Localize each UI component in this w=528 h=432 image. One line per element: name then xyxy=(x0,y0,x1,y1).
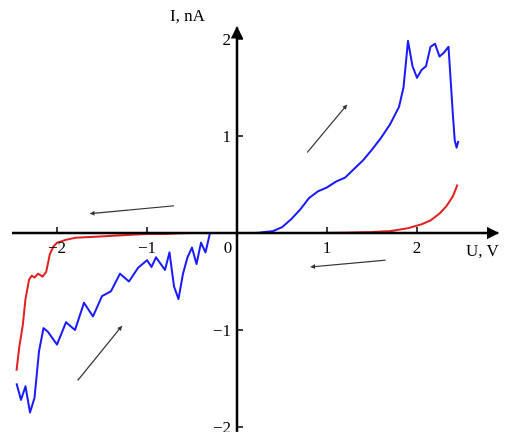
y-tick-label-1: −1 xyxy=(213,321,231,340)
x-tick-label-3: 1 xyxy=(323,238,332,257)
y-tick-label-0: −2 xyxy=(213,418,231,432)
x-tick-label-0: −2 xyxy=(48,238,66,257)
x-tick-label-4: 2 xyxy=(413,238,422,257)
series-line-0 xyxy=(15,184,459,371)
direction-arrow-1 xyxy=(306,104,348,153)
x-tick-label-1: −1 xyxy=(138,238,156,257)
x-axis-label: U, V xyxy=(466,241,499,260)
y-tick-label-3: 2 xyxy=(223,30,232,49)
tick-layer: −2 −1 0 1 2 −2 −1 1 2 xyxy=(48,30,421,432)
direction-arrow-3 xyxy=(77,325,123,381)
annotation-layer xyxy=(77,104,386,381)
direction-arrow-0 xyxy=(89,205,175,216)
y-axis-label: I, nA xyxy=(170,6,206,25)
direction-arrow-2 xyxy=(310,259,386,269)
x-tick-label-2: 0 xyxy=(224,238,233,257)
y-tick-label-2: 1 xyxy=(223,127,232,146)
